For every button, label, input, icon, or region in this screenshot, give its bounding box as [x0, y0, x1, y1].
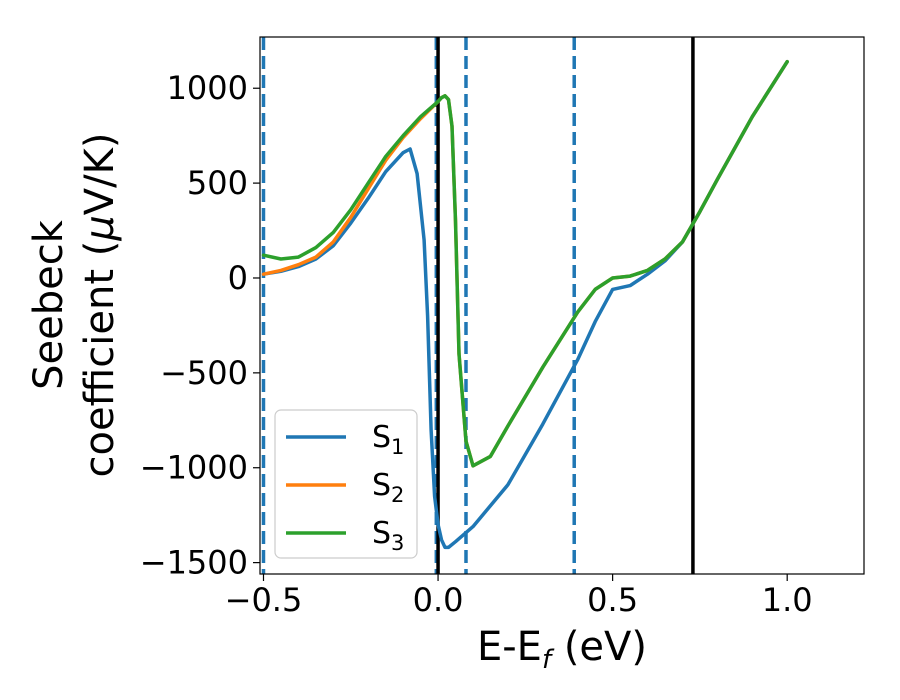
series-lines [261, 59, 789, 550]
x-tick-label: 0.5 [587, 581, 638, 619]
series-line-s3 [261, 59, 789, 468]
y-tick-label: 1000 [167, 69, 248, 107]
legend-label-s1: S1 [372, 420, 404, 459]
plot-frame [259, 36, 865, 575]
y-tick-label: −1000 [140, 449, 248, 487]
y-tick-label: 500 [187, 164, 248, 202]
x-tick-label: 0.0 [413, 581, 464, 619]
legend: S1 S2 S3 [274, 409, 418, 559]
x-axis-ticks: −0.5 0.0 0.5 1.0 [225, 574, 813, 619]
legend-label-s3: S3 [372, 516, 404, 555]
y-tick-label: 0 [228, 259, 248, 297]
y-axis-label: Seebeck coefficient (μV/K) [26, 133, 123, 478]
x-tick-label: −0.5 [225, 581, 303, 619]
x-axis-label: E-Ef (eV) [477, 624, 647, 675]
series-line-s1 [261, 59, 789, 550]
x-tick-label: 1.0 [762, 581, 813, 619]
y-axis-label-line1: Seebeck [26, 219, 72, 390]
vertical-markers [261, 37, 695, 574]
y-tick-label: −1500 [140, 544, 248, 582]
y-axis-ticks: −1500 −1000 −500 0 500 1000 [140, 69, 260, 582]
y-axis-label-line2: coefficient (μV/K) [77, 133, 123, 478]
y-tick-label: −500 [160, 354, 248, 392]
legend-label-s2: S2 [372, 468, 404, 507]
